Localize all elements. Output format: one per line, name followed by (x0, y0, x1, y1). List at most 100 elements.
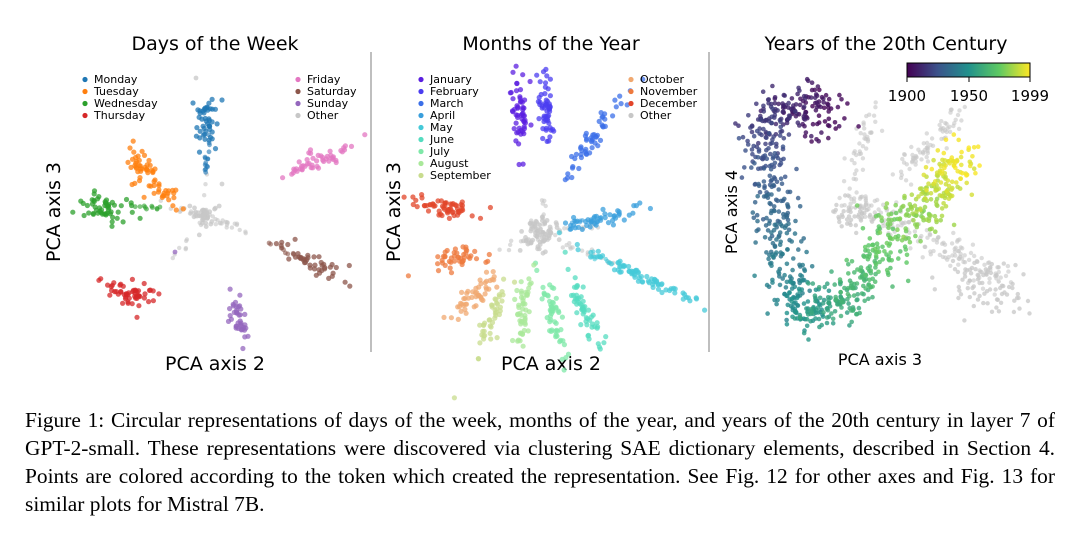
october-point (483, 284, 489, 290)
year-point (806, 281, 811, 286)
year-point (766, 97, 771, 102)
year-point (825, 102, 831, 108)
year-point (803, 130, 809, 135)
saturday-point (311, 254, 317, 260)
year-point (808, 319, 813, 324)
june-point (588, 314, 595, 320)
year-point (782, 272, 787, 278)
year-point (942, 158, 948, 163)
wednesday-point (114, 215, 120, 221)
year-point (756, 166, 761, 172)
year-point (742, 165, 747, 170)
year-point (813, 316, 818, 321)
year-point (776, 209, 782, 214)
year-point (759, 155, 764, 161)
year-point (775, 297, 780, 303)
other-point (1017, 306, 1022, 311)
friday-point (324, 153, 330, 159)
august-point (526, 276, 532, 282)
year-point (943, 174, 948, 180)
year-point (765, 228, 771, 233)
other-point (890, 172, 895, 177)
june-point (597, 346, 603, 352)
year-point (938, 163, 944, 169)
year-point (752, 161, 757, 166)
june-point (578, 322, 584, 328)
other-point (975, 259, 980, 264)
monday-point (203, 169, 209, 175)
other-point (567, 241, 572, 246)
other-point (243, 229, 248, 234)
september-point (487, 330, 493, 336)
other-point (858, 218, 864, 223)
year-point (749, 129, 755, 135)
year-point (805, 78, 811, 84)
other-point (556, 237, 562, 243)
monday-point (203, 160, 209, 166)
tuesday-point (125, 159, 131, 165)
year-point (830, 321, 836, 326)
other-point (989, 261, 994, 267)
tuesday-point (155, 189, 162, 195)
year-point (782, 93, 787, 98)
other-point (969, 265, 975, 271)
year-point (960, 170, 965, 176)
year-point (832, 282, 837, 287)
year-point (754, 228, 759, 234)
year-point (770, 137, 775, 142)
other-point (1010, 285, 1015, 291)
other-point (842, 156, 847, 161)
year-point (918, 239, 923, 244)
year-point (779, 181, 785, 186)
wednesday-point (137, 204, 143, 210)
year-point (855, 267, 860, 272)
other-point (960, 277, 965, 282)
year-point (924, 217, 929, 222)
year-point (809, 139, 814, 144)
march-point (578, 154, 585, 161)
tuesday-point (151, 178, 157, 185)
other-point (939, 136, 944, 142)
year-point (822, 284, 827, 290)
november-point (473, 256, 480, 262)
year-point (781, 136, 787, 141)
september-point (511, 279, 518, 285)
year-point (862, 254, 867, 260)
year-point (922, 204, 928, 210)
other-point (995, 297, 1000, 302)
year-point (942, 165, 947, 171)
october-point (462, 306, 468, 312)
july-point (558, 337, 564, 343)
year-point (946, 183, 952, 189)
year-point (767, 236, 773, 241)
august-point (531, 262, 537, 268)
year-point (814, 137, 819, 142)
thursday-point (150, 288, 156, 294)
legend-label-thursday: Thursday (93, 109, 146, 122)
may-point (650, 284, 656, 290)
legend-marker-friday (295, 76, 301, 83)
may-point (620, 262, 626, 268)
year-point (932, 179, 938, 184)
other-point (993, 287, 998, 292)
april-point (616, 209, 622, 215)
sunday-point (233, 323, 239, 330)
may-point (611, 267, 618, 273)
year-point (939, 213, 945, 219)
other-point (873, 105, 878, 110)
legend-label-december: December (640, 97, 698, 110)
other-point (543, 249, 548, 255)
year-point (901, 234, 906, 240)
year-point (945, 178, 951, 183)
year-point (900, 203, 906, 209)
december-point (427, 202, 434, 208)
may-point (672, 290, 678, 296)
year-point (868, 268, 874, 273)
other-point (860, 156, 866, 161)
tuesday-point (141, 152, 148, 158)
other-point (860, 144, 866, 149)
year-point (867, 236, 873, 241)
april-point (602, 211, 608, 217)
year-point (736, 136, 742, 141)
june-point (595, 341, 601, 347)
